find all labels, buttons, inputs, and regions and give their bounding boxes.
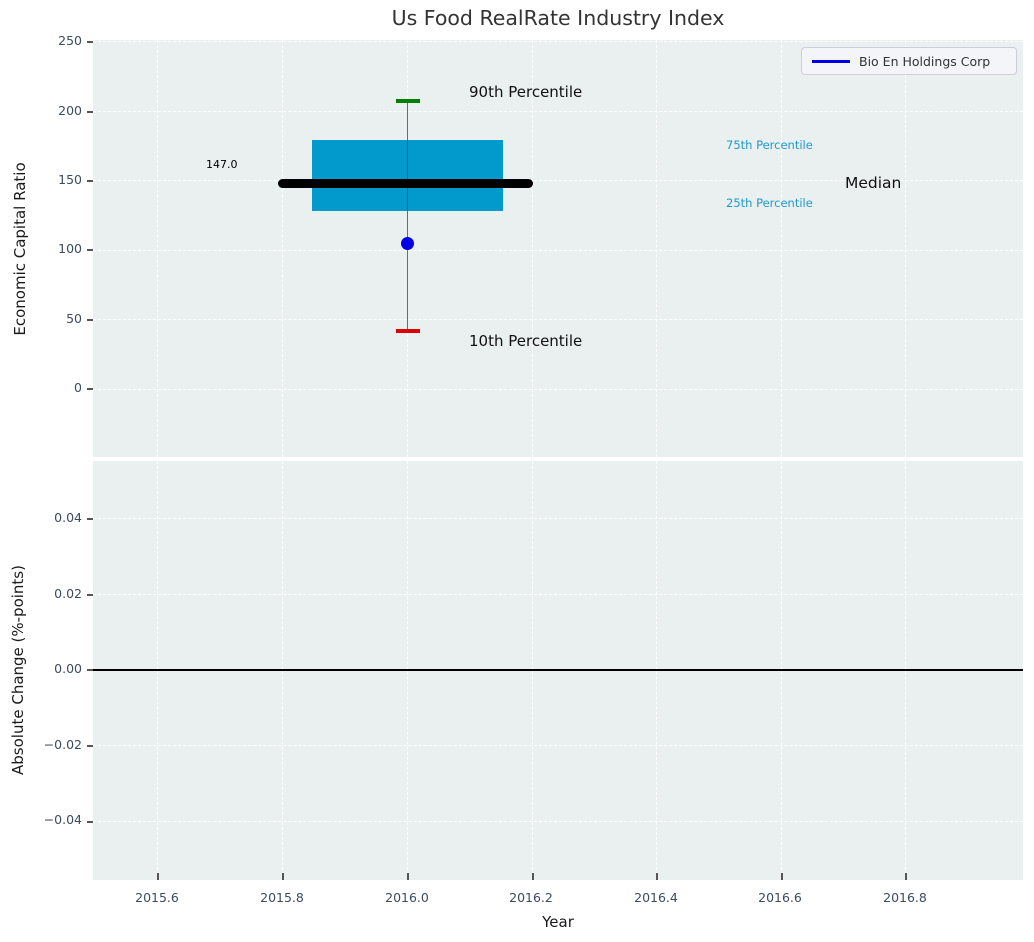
x-tick-label: 2016.6	[758, 890, 802, 905]
p90-annotation: 90th Percentile	[469, 83, 583, 101]
bottom-y-axis-label: Absolute Change (%-points)	[9, 565, 27, 775]
p25-annotation: 25th Percentile	[726, 196, 813, 210]
gridline	[93, 594, 1023, 595]
y-tick-label: −0.02	[43, 737, 82, 752]
x-tick-label: 2016.4	[634, 890, 678, 905]
y-tick-label: 0	[74, 380, 82, 395]
y-tick-mark	[87, 388, 93, 390]
y-tick-label: 50	[66, 311, 82, 326]
y-tick-label: 200	[58, 103, 82, 118]
boxplot-p10-cap	[396, 329, 420, 333]
x-tick-mark	[532, 873, 534, 880]
gridline	[157, 40, 158, 457]
p75-annotation: 75th Percentile	[726, 138, 813, 152]
gridline	[905, 40, 906, 457]
gridline	[93, 319, 1023, 320]
y-tick-label: 0.04	[54, 510, 82, 525]
y-tick-mark	[87, 319, 93, 321]
company-data-point	[401, 237, 414, 250]
gridline	[656, 40, 657, 457]
x-tick-mark	[656, 873, 658, 880]
y-tick-label: 150	[58, 172, 82, 187]
x-tick-mark	[282, 873, 284, 880]
y-tick-mark	[87, 518, 93, 520]
gridline	[93, 745, 1023, 746]
gridline	[93, 389, 1023, 390]
y-tick-mark	[87, 111, 93, 113]
y-tick-mark	[87, 821, 93, 823]
gridline	[93, 41, 1023, 42]
zero-reference-line	[93, 669, 1023, 672]
gridline	[93, 111, 1023, 112]
boxplot-whisker-line	[406, 100, 408, 332]
x-tick-mark	[157, 873, 159, 880]
y-tick-mark	[87, 594, 93, 596]
median-annotation: Median	[845, 174, 902, 192]
gridline	[93, 180, 1023, 181]
y-tick-label: 0.02	[54, 586, 82, 601]
bottom-plot-area	[93, 461, 1023, 880]
y-tick-label: −0.04	[43, 812, 82, 827]
gridline	[282, 40, 283, 457]
gridline	[532, 40, 533, 457]
y-tick-label: 0.00	[54, 661, 82, 676]
top-y-axis-label: Economic Capital Ratio	[11, 162, 29, 336]
gridline	[93, 518, 1023, 519]
y-tick-mark	[87, 41, 93, 43]
legend: Bio En Holdings Corp	[801, 47, 1017, 75]
y-tick-mark	[87, 249, 93, 251]
y-tick-mark	[87, 669, 93, 671]
x-axis-label: Year	[542, 913, 574, 931]
x-tick-label: 2016.8	[883, 890, 927, 905]
legend-label: Bio En Holdings Corp	[859, 53, 991, 69]
y-tick-mark	[87, 180, 93, 182]
gridline	[93, 250, 1023, 251]
gridline	[93, 821, 1023, 822]
p10-annotation: 10th Percentile	[469, 332, 583, 350]
y-tick-mark	[87, 745, 93, 747]
y-tick-label: 250	[58, 33, 82, 48]
top-plot-area: 90th Percentile 10th Percentile 75th Per…	[93, 40, 1023, 457]
legend-line-swatch	[812, 59, 850, 63]
x-tick-mark	[781, 873, 783, 880]
x-tick-label: 2016.0	[385, 890, 429, 905]
gridline	[781, 40, 782, 457]
boxplot-median-line	[278, 179, 533, 188]
chart-title: Us Food RealRate Industry Index	[391, 6, 725, 30]
x-tick-label: 2015.8	[260, 890, 304, 905]
median-value-label: 147.0	[206, 158, 238, 171]
y-tick-label: 100	[58, 241, 82, 256]
x-tick-label: 2016.2	[509, 890, 553, 905]
x-tick-label: 2015.6	[135, 890, 179, 905]
x-tick-mark	[407, 873, 409, 880]
boxplot-p90-cap	[396, 99, 420, 103]
x-tick-mark	[905, 873, 907, 880]
